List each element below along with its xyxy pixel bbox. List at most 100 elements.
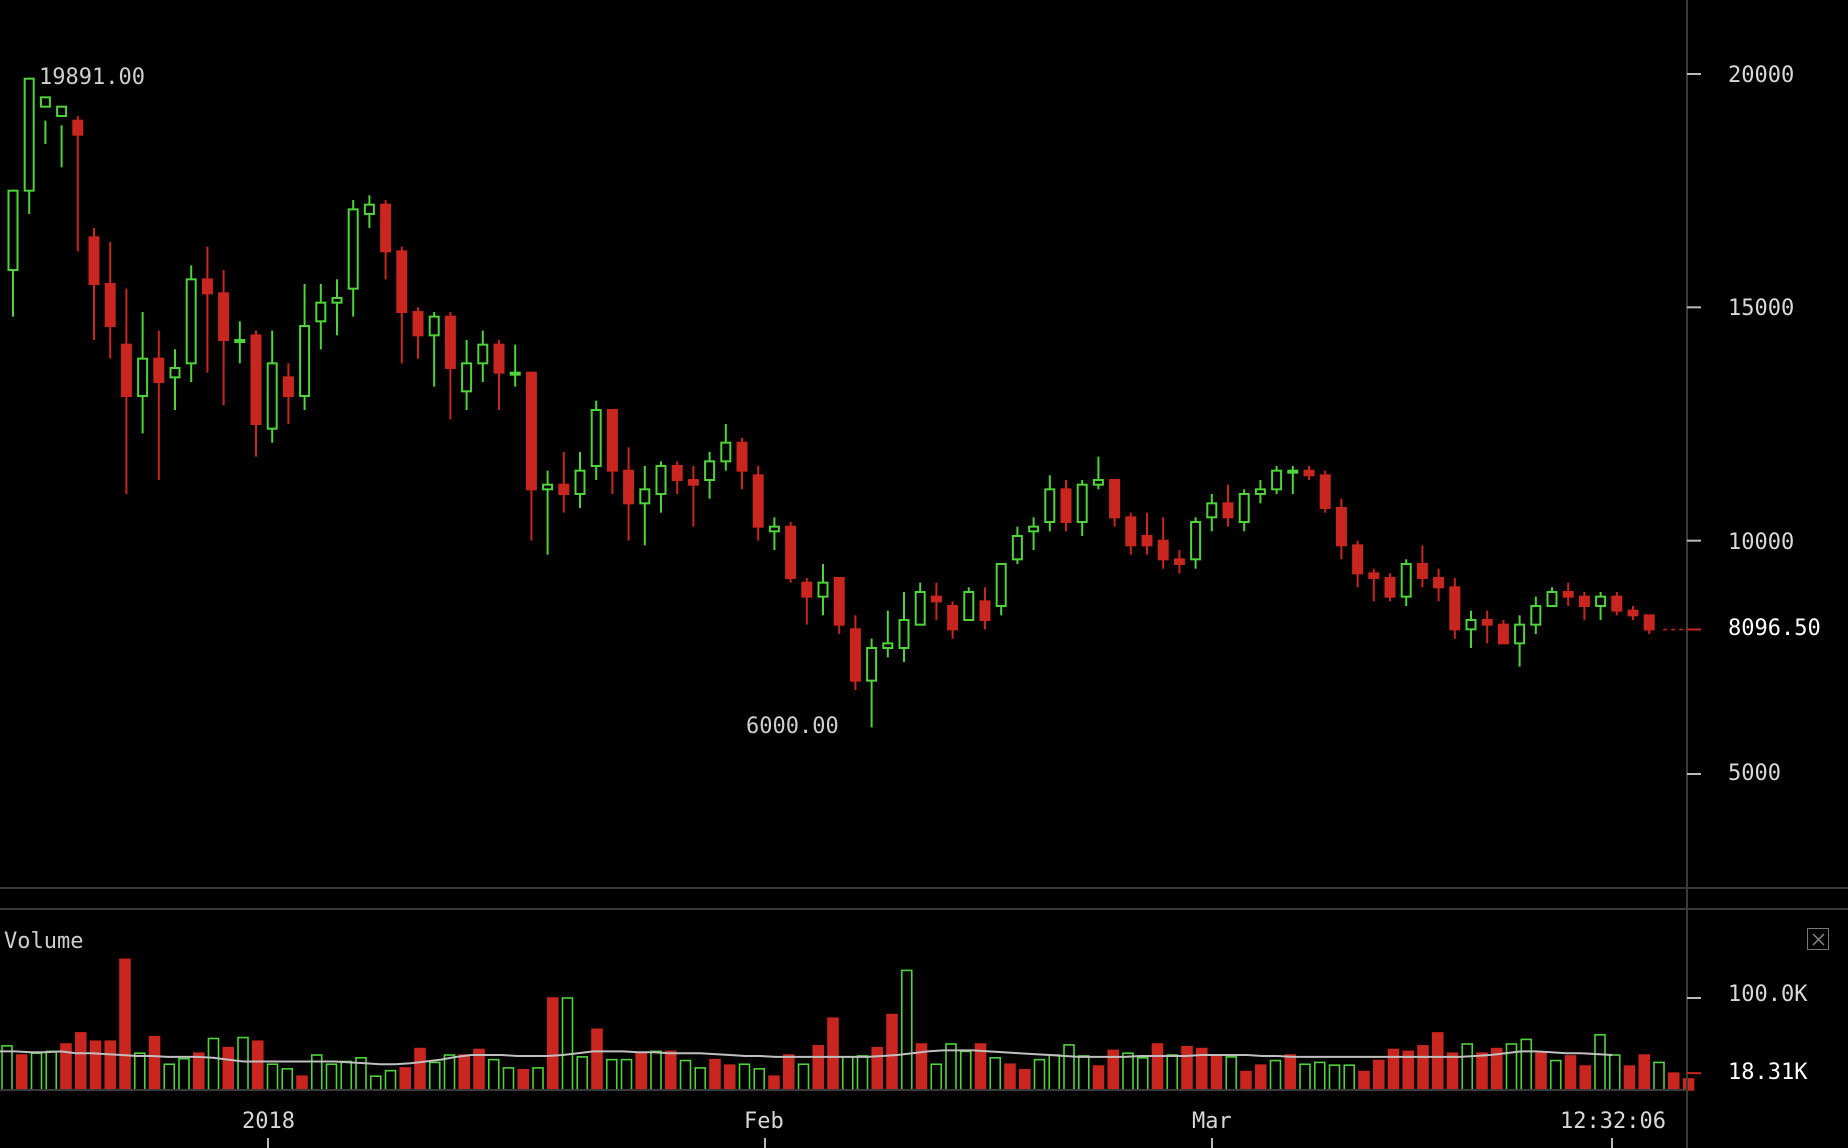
candle[interactable] bbox=[266, 330, 278, 443]
candle[interactable] bbox=[558, 452, 570, 513]
volume-bar[interactable] bbox=[148, 1035, 161, 1091]
candle[interactable] bbox=[1028, 517, 1040, 550]
candle[interactable] bbox=[671, 461, 683, 494]
volume-bar[interactable] bbox=[296, 1075, 308, 1091]
volume-bar[interactable] bbox=[797, 1063, 810, 1091]
volume-bar[interactable] bbox=[192, 1052, 205, 1091]
volume-bar[interactable] bbox=[1136, 1057, 1149, 1091]
candle[interactable] bbox=[1125, 512, 1137, 555]
volume-bar[interactable] bbox=[310, 1054, 323, 1091]
volume-bar[interactable] bbox=[281, 1068, 294, 1091]
volume-bar[interactable] bbox=[1181, 1045, 1193, 1091]
candle[interactable] bbox=[1449, 578, 1461, 639]
candle[interactable] bbox=[169, 349, 181, 410]
volume-bar[interactable] bbox=[502, 1067, 515, 1091]
candle[interactable] bbox=[866, 638, 878, 728]
candle[interactable] bbox=[120, 288, 132, 494]
candle[interactable] bbox=[768, 517, 780, 550]
candle[interactable] bbox=[1433, 568, 1445, 602]
volume-bar[interactable] bbox=[1623, 1065, 1636, 1091]
volume-bar[interactable] bbox=[768, 1075, 780, 1091]
volume-bar[interactable] bbox=[900, 969, 913, 1091]
volume-bar[interactable] bbox=[266, 1063, 279, 1091]
volume-bar[interactable] bbox=[414, 1047, 426, 1091]
candle[interactable] bbox=[56, 105, 68, 168]
volume-bar[interactable] bbox=[532, 1067, 544, 1091]
candle[interactable] bbox=[785, 522, 797, 583]
volume-bar[interactable] bbox=[1579, 1065, 1592, 1091]
candle[interactable] bbox=[412, 307, 424, 359]
volume-bar[interactable] bbox=[886, 1013, 898, 1091]
volume-bar[interactable] bbox=[384, 1069, 397, 1091]
candle[interactable] bbox=[1416, 545, 1428, 588]
candle[interactable] bbox=[898, 592, 910, 662]
price-panel[interactable] bbox=[7, 77, 1655, 728]
candle[interactable] bbox=[493, 340, 505, 410]
volume-bar[interactable] bbox=[694, 1067, 707, 1091]
volume-panel[interactable] bbox=[0, 958, 1695, 1091]
candle[interactable] bbox=[1092, 456, 1104, 490]
candle[interactable] bbox=[1611, 592, 1623, 616]
candle[interactable] bbox=[542, 470, 554, 555]
volume-bar[interactable] bbox=[1004, 1063, 1016, 1091]
candle[interactable] bbox=[1481, 610, 1493, 644]
volume-bar[interactable] bbox=[133, 1052, 146, 1091]
volume-bar[interactable] bbox=[325, 1063, 338, 1091]
volume-bar[interactable] bbox=[178, 1057, 190, 1091]
candle[interactable] bbox=[444, 312, 456, 420]
volume-bar[interactable] bbox=[458, 1054, 471, 1091]
candle[interactable] bbox=[1287, 466, 1299, 494]
candle[interactable] bbox=[1044, 475, 1056, 532]
volume-bar[interactable] bbox=[1284, 1054, 1297, 1091]
volume-bar[interactable] bbox=[443, 1054, 456, 1091]
candle[interactable] bbox=[1465, 610, 1477, 648]
candle[interactable] bbox=[736, 438, 748, 490]
candle[interactable] bbox=[720, 424, 732, 471]
volume-bar[interactable] bbox=[1564, 1055, 1577, 1091]
candle[interactable] bbox=[315, 284, 327, 350]
candle[interactable] bbox=[817, 564, 829, 616]
candle[interactable] bbox=[752, 466, 764, 541]
candle[interactable] bbox=[88, 228, 100, 340]
volume-bar[interactable] bbox=[1653, 1061, 1665, 1091]
candle[interactable] bbox=[1514, 615, 1526, 667]
volume-bar[interactable] bbox=[222, 1046, 235, 1091]
candle[interactable] bbox=[947, 601, 959, 639]
volume-bar[interactable] bbox=[1240, 1070, 1252, 1091]
volume-bar[interactable] bbox=[1254, 1064, 1267, 1091]
volume-bar[interactable] bbox=[546, 997, 559, 1091]
volume-bar[interactable] bbox=[1210, 1054, 1223, 1091]
volume-bar[interactable] bbox=[163, 1063, 176, 1091]
candle[interactable] bbox=[1530, 596, 1542, 634]
candle[interactable] bbox=[1222, 484, 1234, 527]
candle[interactable] bbox=[23, 77, 35, 214]
candle[interactable] bbox=[590, 400, 602, 480]
candle[interactable] bbox=[1627, 606, 1639, 620]
volume-bar[interactable] bbox=[709, 1058, 721, 1091]
candle[interactable] bbox=[1238, 489, 1250, 532]
volume-bar[interactable] bbox=[1063, 1044, 1075, 1091]
candle[interactable] bbox=[963, 587, 975, 621]
volume-bar[interactable] bbox=[576, 1056, 589, 1091]
candle[interactable] bbox=[1352, 540, 1364, 588]
close-volume-icon[interactable] bbox=[1807, 928, 1829, 950]
candle[interactable] bbox=[104, 242, 116, 359]
volume-bar[interactable] bbox=[1535, 1052, 1547, 1091]
volume-bar[interactable] bbox=[679, 1059, 692, 1091]
candle[interactable] bbox=[396, 246, 408, 364]
candle[interactable] bbox=[1190, 517, 1202, 569]
candle[interactable] bbox=[39, 96, 51, 144]
candle[interactable] bbox=[1173, 550, 1185, 574]
volume-bar[interactable] bbox=[15, 1054, 28, 1091]
volume-bar[interactable] bbox=[1343, 1064, 1356, 1091]
volume-bar[interactable] bbox=[1269, 1059, 1282, 1091]
candle[interactable] bbox=[1303, 466, 1315, 480]
volume-bar[interactable] bbox=[871, 1046, 884, 1091]
volume-bar[interactable] bbox=[1505, 1043, 1518, 1091]
candle[interactable] bbox=[687, 466, 699, 527]
volume-bar[interactable] bbox=[1122, 1052, 1134, 1091]
volume-bar[interactable] bbox=[1092, 1065, 1105, 1091]
volume-bar[interactable] bbox=[74, 1032, 87, 1091]
volume-bar[interactable] bbox=[104, 1040, 117, 1091]
